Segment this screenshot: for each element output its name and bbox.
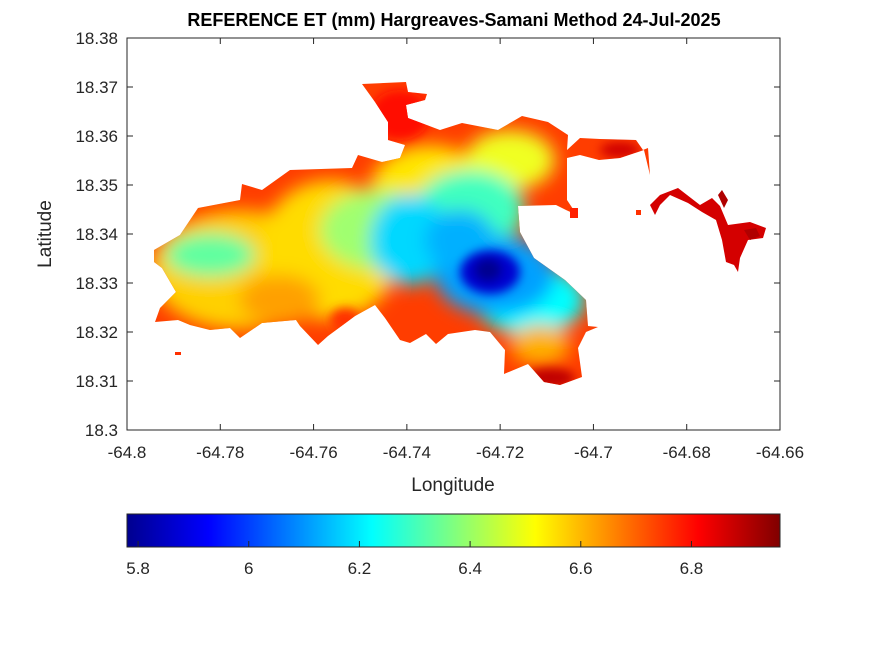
x-tick-label: -64.74 [383, 443, 431, 462]
colorbar-tick-label: 6.8 [680, 559, 704, 578]
colorbar-tick-label: 6 [244, 559, 253, 578]
x-tick-label: -64.68 [663, 443, 711, 462]
x-tick-label: -64.7 [574, 443, 613, 462]
y-tick-label: 18.33 [75, 274, 118, 293]
y-tick-label: 18.34 [75, 225, 118, 244]
y-tick-label: 18.31 [75, 372, 118, 391]
y-axis-label: Latitude [35, 200, 56, 268]
east-fragments [175, 188, 766, 355]
x-tick-label: -64.72 [476, 443, 524, 462]
colorbar-ticks: 5.8 6 6.2 6.4 6.6 6.8 [126, 541, 703, 578]
y-tick-label: 18.37 [75, 78, 118, 97]
x-axis-label: Longitude [411, 475, 494, 496]
y-tick-label: 18.3 [85, 421, 118, 440]
x-axis-ticks: -64.8 -64.78 -64.76 -64.74 -64.72 -64.7 -64.68… [108, 38, 804, 462]
x-tick-label: -64.66 [756, 443, 804, 462]
colorbar-tick-label: 5.8 [126, 559, 150, 578]
colorbar-tick-label: 6.2 [348, 559, 372, 578]
y-axis-ticks: 18.3 18.31 18.32 18.33 18.34 18.35 18.36 18.37 1… [75, 29, 780, 440]
y-tick-label: 18.36 [75, 127, 118, 146]
x-tick-label: -64.76 [289, 443, 337, 462]
colorbar-tick-label: 6.4 [458, 559, 482, 578]
y-tick-label: 18.32 [75, 323, 118, 342]
colorbar [126, 513, 781, 548]
colorbar-tick-label: 6.6 [569, 559, 593, 578]
x-tick-label: -64.8 [108, 443, 147, 462]
y-tick-label: 18.38 [75, 29, 118, 48]
y-tick-label: 18.35 [75, 176, 118, 195]
x-tick-label: -64.78 [196, 443, 244, 462]
chart-title: REFERENCE ET (mm) Hargreaves-Samani Meth… [187, 10, 720, 30]
